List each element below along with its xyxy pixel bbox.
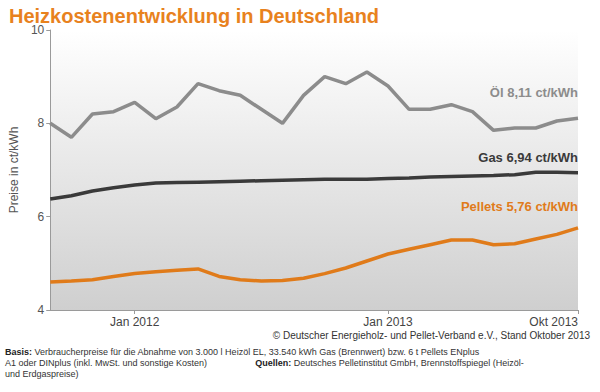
svg-text:Verbraucherpreise für die Abna: Verbraucherpreise für die Abnahme von 3.… (32, 347, 482, 357)
svg-text:4: 4 (38, 303, 45, 317)
svg-text:Basis:: Basis: (5, 347, 32, 357)
svg-text:8: 8 (38, 116, 45, 130)
svg-text:und Erdgaspreise): und Erdgaspreise) (5, 369, 79, 379)
svg-text:10: 10 (30, 23, 45, 37)
svg-text:Jan 2012: Jan 2012 (110, 315, 160, 329)
svg-text:6: 6 (38, 210, 45, 224)
svg-text:A1 oder DINplus (inkl. MwSt. u: A1 oder DINplus (inkl. MwSt. und sonstig… (5, 358, 210, 368)
svg-text:Quellen:: Quellen: (255, 358, 291, 368)
svg-text:Gas 6,94 ct/kWh: Gas 6,94 ct/kWh (478, 150, 578, 165)
svg-text:© Deutscher Energieholz- und P: © Deutscher Energieholz- und Pellet-Verb… (273, 330, 591, 341)
svg-text:Heizkostenentwicklung in Deuts: Heizkostenentwicklung in Deutschland (9, 5, 379, 27)
svg-text:Deutsches Pelletinstitut GmbH,: Deutsches Pelletinstitut GmbH, Brennstof… (291, 358, 526, 368)
svg-text:Okt 2013: Okt 2013 (529, 315, 578, 329)
svg-text:Pellets 5,76 ct/kWh: Pellets 5,76 ct/kWh (461, 199, 578, 214)
svg-text:Öl 8,11 ct/kWh: Öl 8,11 ct/kWh (490, 85, 578, 100)
svg-text:Jan 2013: Jan 2013 (363, 315, 413, 329)
svg-text:Preise in ct/kWh: Preise in ct/kWh (7, 127, 21, 214)
